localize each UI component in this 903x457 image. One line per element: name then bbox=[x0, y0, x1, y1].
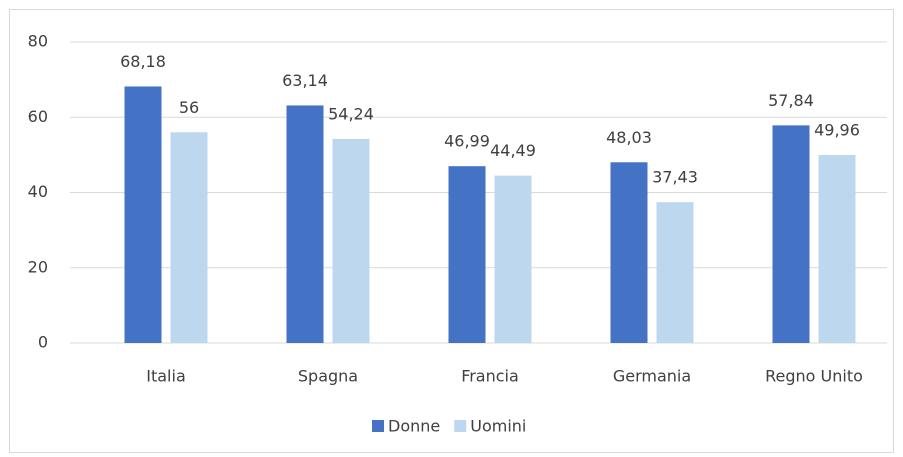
y-tick-label: 40 bbox=[28, 182, 48, 201]
data-label: 49,96 bbox=[814, 121, 860, 140]
data-label: 37,43 bbox=[652, 168, 698, 187]
bar bbox=[170, 132, 208, 343]
x-tick-label: Spagna bbox=[298, 367, 358, 386]
y-tick-label: 0 bbox=[38, 333, 48, 352]
bar bbox=[124, 86, 162, 343]
x-tick-label: Regno Unito bbox=[765, 367, 863, 386]
legend-swatch bbox=[454, 420, 467, 432]
bar bbox=[448, 166, 486, 343]
bar bbox=[610, 162, 648, 343]
x-tick-label: Germania bbox=[613, 367, 691, 386]
x-tick-label: Francia bbox=[461, 367, 519, 386]
data-label: 44,49 bbox=[490, 141, 536, 160]
data-label: 63,14 bbox=[282, 71, 328, 90]
data-label: 46,99 bbox=[444, 132, 490, 151]
legend-label: Uomini bbox=[470, 417, 526, 436]
data-label: 68,18 bbox=[120, 52, 166, 71]
legend-label: Donne bbox=[388, 417, 440, 436]
y-tick-label: 60 bbox=[28, 107, 48, 126]
bar bbox=[772, 125, 810, 343]
y-tick-label: 80 bbox=[28, 32, 48, 51]
bar bbox=[818, 155, 856, 343]
bar bbox=[656, 202, 694, 343]
data-label: 54,24 bbox=[328, 104, 374, 123]
bar bbox=[494, 175, 532, 343]
legend-swatch bbox=[372, 420, 384, 432]
data-label: 57,84 bbox=[768, 91, 814, 110]
data-label: 56 bbox=[179, 98, 199, 117]
y-tick-label: 20 bbox=[28, 257, 48, 276]
x-tick-label: Italia bbox=[146, 367, 186, 386]
bar bbox=[332, 138, 370, 343]
data-label: 48,03 bbox=[606, 128, 652, 147]
bar bbox=[286, 105, 324, 343]
